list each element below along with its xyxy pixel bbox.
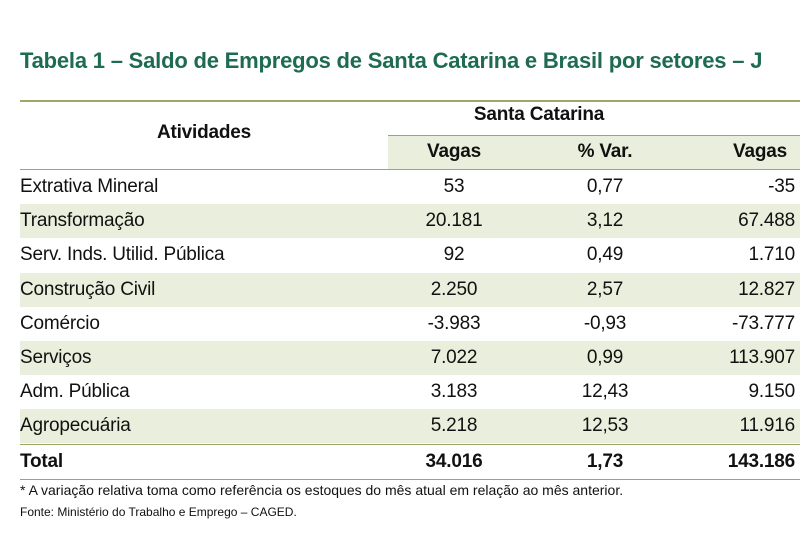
cell-value: 0,77 bbox=[586, 176, 624, 197]
header-group: Santa Catarina bbox=[473, 104, 605, 125]
row-label: Construção Civil bbox=[20, 278, 156, 300]
row-label: Serv. Inds. Utilid. Pública bbox=[20, 244, 225, 266]
cell-value: -73.777 bbox=[731, 312, 795, 334]
header-activities: Atividades bbox=[156, 122, 252, 143]
cell-value: 3,12 bbox=[586, 210, 624, 232]
cell-value: 92 bbox=[443, 244, 465, 266]
column-header: Vagas bbox=[733, 141, 787, 162]
row-shade bbox=[20, 341, 800, 375]
cell-value: -0,93 bbox=[583, 312, 627, 334]
cell-value: 53 bbox=[443, 176, 465, 197]
cell-value: 12,53 bbox=[581, 415, 629, 437]
cell-value: 20.181 bbox=[425, 210, 483, 232]
row-label: Serviços bbox=[20, 347, 92, 368]
cell-value: 2,57 bbox=[586, 278, 624, 300]
header-shade bbox=[388, 135, 800, 169]
total-value: 34.016 bbox=[425, 450, 483, 472]
cell-value: 0,49 bbox=[586, 244, 624, 266]
row-label: Extrativa Mineral bbox=[20, 176, 159, 197]
row-label: Comércio bbox=[20, 312, 100, 334]
footnote: * A variação relativa toma como referênc… bbox=[20, 482, 624, 498]
cell-value: 3.183 bbox=[430, 381, 478, 403]
source: Fonte: Ministério do Trabalho e Emprego … bbox=[20, 505, 297, 519]
total-value: 143.186 bbox=[727, 450, 795, 472]
cell-value: 12,43 bbox=[581, 381, 629, 403]
rule bbox=[20, 100, 800, 102]
cell-value: 12.827 bbox=[738, 278, 795, 300]
column-header: Vagas bbox=[427, 141, 481, 162]
cell-value: 0,99 bbox=[586, 347, 624, 368]
rule bbox=[20, 478, 800, 481]
cell-value: 1.710 bbox=[748, 244, 795, 266]
cell-value: 67.488 bbox=[738, 210, 795, 232]
cell-value: 113.907 bbox=[729, 347, 795, 368]
row-shade bbox=[20, 272, 800, 307]
table-title: Tabela 1 – Saldo de Empregos de Santa Ca… bbox=[20, 48, 763, 73]
cell-value: 2.250 bbox=[430, 278, 478, 300]
row-shade bbox=[20, 409, 800, 444]
cell-value: 7.022 bbox=[430, 347, 478, 368]
row-shade bbox=[20, 204, 800, 239]
row-label: Transformação bbox=[20, 210, 145, 232]
row-label: Agropecuária bbox=[20, 415, 131, 437]
row-label: Adm. Pública bbox=[20, 381, 130, 403]
cell-value: 11.916 bbox=[739, 415, 795, 437]
cell-value: 5.218 bbox=[430, 415, 478, 437]
rule bbox=[20, 443, 800, 446]
total-label: Total bbox=[20, 450, 63, 472]
total-value: 1,73 bbox=[586, 450, 624, 472]
rule bbox=[20, 169, 800, 170]
cell-value: 9.150 bbox=[748, 381, 795, 403]
cell-value: -3.983 bbox=[427, 312, 481, 334]
rule bbox=[388, 135, 800, 136]
column-header: % Var. bbox=[577, 141, 633, 162]
cell-value: -35 bbox=[768, 176, 795, 197]
